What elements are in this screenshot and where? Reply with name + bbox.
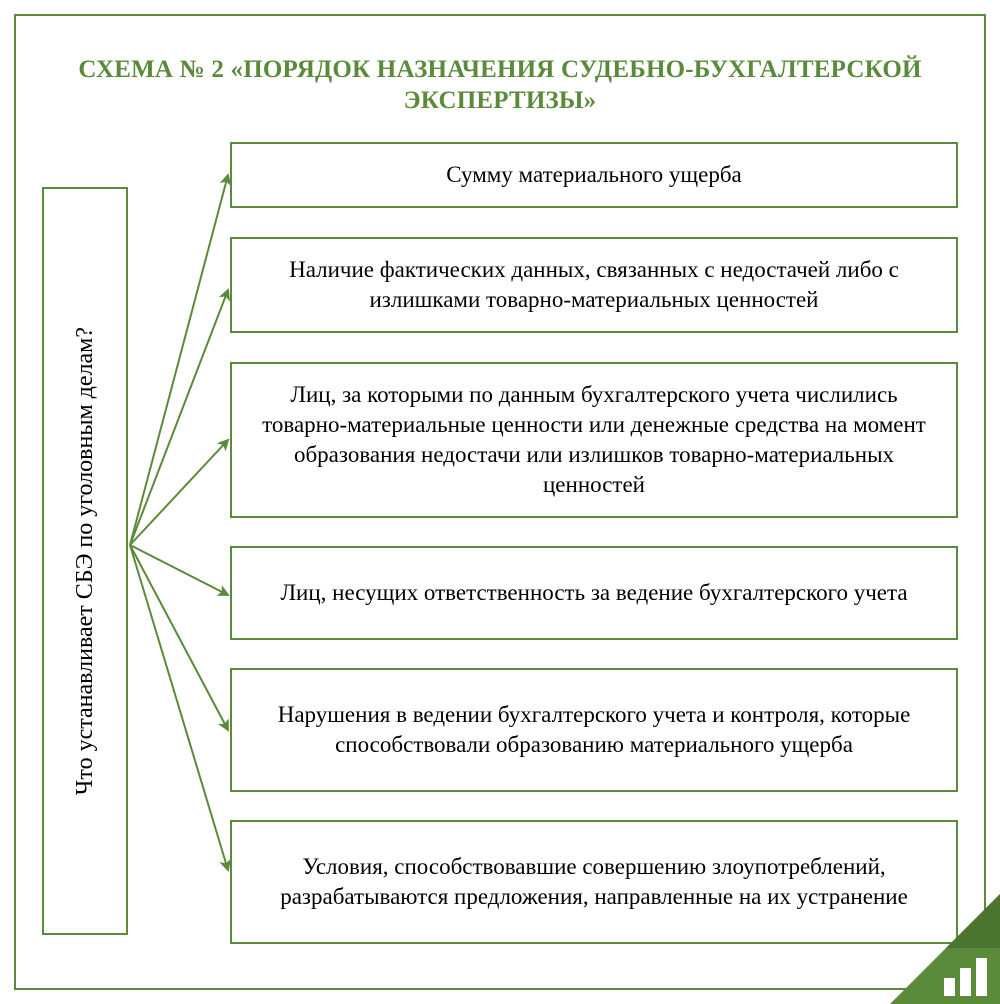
source-label: Что устанавливает СБЭ по уголовным делам… xyxy=(72,327,99,795)
corner-badge-icon xyxy=(890,894,1000,1004)
target-node: Сумму материального ущерба xyxy=(230,142,958,208)
source-node: Что устанавливает СБЭ по уголовным делам… xyxy=(42,187,128,935)
target-label: Сумму материального ущерба xyxy=(446,160,742,190)
target-label: Лиц, за которыми по данным бухгалтерског… xyxy=(250,380,938,500)
target-label: Нарушения в ведении бухгалтерского учета… xyxy=(250,700,938,760)
target-label: Наличие фактических данных, связанных с … xyxy=(250,255,938,315)
target-label: Лиц, несущих ответственность за ведение … xyxy=(280,578,907,608)
target-node: Наличие фактических данных, связанных с … xyxy=(230,237,958,333)
diagram-title: СХЕМА № 2 «ПОРЯДОК НАЗНАЧЕНИЯ СУДЕБНО-БУ… xyxy=(40,54,960,117)
target-node: Условия, способствовавшие совершению зло… xyxy=(230,820,958,944)
target-label: Условия, способствовавшие совершению зло… xyxy=(250,852,938,912)
target-node: Нарушения в ведении бухгалтерского учета… xyxy=(230,668,958,792)
target-node: Лиц, за которыми по данным бухгалтерског… xyxy=(230,362,958,518)
target-node: Лиц, несущих ответственность за ведение … xyxy=(230,546,958,640)
